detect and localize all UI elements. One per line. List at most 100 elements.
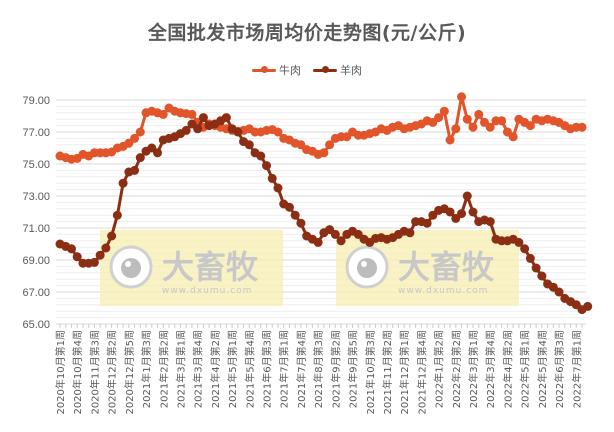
data-point (439, 106, 449, 116)
data-point (457, 92, 467, 102)
data-point (422, 218, 432, 228)
data-point (525, 253, 535, 263)
x-tick-label: 2020年10月第1周 (54, 330, 67, 415)
y-tick-label: 79.00 (22, 95, 50, 107)
y-tick-label: 65.00 (22, 319, 50, 331)
data-point (445, 135, 455, 145)
x-tick-label: 2021年3月第4周 (192, 330, 205, 408)
data-point (273, 127, 283, 137)
watermark-url: www.dxumu.com (162, 286, 252, 296)
x-tick-label: 2021年2月第2周 (157, 330, 170, 408)
x-tick-label: 2021年10月第3周 (364, 330, 377, 415)
x-tick-label: 2021年8月第3周 (312, 330, 325, 408)
y-tick-label: 77.00 (22, 127, 50, 139)
data-point (457, 209, 467, 219)
legend-line-marker-icon (252, 66, 276, 73)
data-point (66, 244, 76, 254)
data-point (525, 121, 535, 131)
y-axis: 65.00 67.00 69.00 71.00 73.00 75.00 77.00 79.00 (22, 95, 50, 331)
data-point (233, 127, 243, 137)
data-point (514, 237, 524, 247)
x-tick-label: 2022年3月第4周 (484, 330, 497, 408)
data-point (296, 218, 306, 228)
data-point (107, 231, 117, 241)
x-tick-label: 2021年12月第1周 (398, 330, 411, 415)
data-point (118, 178, 128, 188)
x-tick-label: 2021年7月第4周 (295, 330, 308, 408)
data-point (267, 173, 277, 183)
data-point (244, 140, 254, 150)
watermark-brand: 大畜牧 (162, 248, 259, 286)
data-point (520, 244, 530, 254)
data-point (187, 109, 197, 119)
data-point (158, 109, 168, 119)
x-tick-label: 2021年7月第1周 (278, 330, 291, 408)
data-point (112, 210, 122, 220)
x-tick-label: 2022年7月第1周 (570, 330, 583, 408)
x-tick-label: 2021年9月第2周 (329, 330, 342, 408)
x-axis: 2020年10月第1周 2020年10月第4周 2020年11月第3周 2020年12… (54, 324, 583, 415)
chart-title: 全国批发市场周均价走势图(元/公斤) (147, 22, 467, 44)
legend-label: 羊肉 (340, 64, 362, 77)
data-point (405, 228, 415, 238)
data-point (336, 236, 346, 246)
y-tick-label: 71.00 (22, 223, 50, 235)
x-tick-label: 2022年4月第2周 (501, 330, 514, 408)
x-tick-label: 2020年12月第5周 (123, 330, 136, 415)
data-point (72, 252, 82, 262)
data-point (135, 153, 145, 163)
data-point (485, 122, 495, 132)
x-tick-label: 2021年6月第3周 (261, 330, 274, 408)
data-point (130, 133, 140, 143)
x-tick-label: 2022年5月第1周 (519, 330, 532, 408)
data-point (451, 124, 461, 134)
legend-item-mutton[interactable]: 羊肉 (313, 62, 362, 78)
data-point (468, 122, 478, 132)
data-point (462, 191, 472, 201)
data-point (445, 207, 455, 217)
data-point (531, 263, 541, 273)
legend-label: 牛肉 (279, 64, 301, 77)
data-point (583, 301, 593, 311)
x-tick-label: 2021年5月第4周 (243, 330, 256, 408)
data-point (474, 109, 484, 119)
y-tick-label: 73.00 (22, 191, 50, 203)
data-point (537, 271, 547, 281)
legend-item-beef[interactable]: 牛肉 (252, 62, 301, 78)
data-point (468, 207, 478, 217)
data-point (130, 165, 140, 175)
x-tick-label: 2021年12月第4周 (415, 330, 428, 415)
data-point (313, 237, 323, 247)
data-point (508, 132, 518, 142)
x-tick-label: 2021年9月第5周 (347, 330, 360, 408)
x-tick-label: 2022年6月第3周 (553, 330, 566, 408)
data-point (554, 287, 564, 297)
data-point (485, 217, 495, 227)
x-tick-label: 2020年10月第4周 (71, 330, 84, 415)
y-tick-label: 67.00 (22, 287, 50, 299)
x-tick-label: 2022年3月第1周 (467, 330, 480, 408)
data-point (273, 183, 283, 193)
x-tick-label: 2020年12月第2周 (106, 330, 119, 415)
x-tick-label: 2021年3月第1周 (174, 330, 187, 408)
x-tick-label: 2022年1月第2周 (433, 330, 446, 408)
x-tick-label: 2021年4月第2周 (209, 330, 222, 408)
legend-line-marker-icon (313, 66, 337, 73)
data-point (325, 140, 335, 150)
data-point (262, 161, 272, 171)
data-point (290, 210, 300, 220)
y-tick-label: 75.00 (22, 159, 50, 171)
watermark-url: www.dxumu.com (398, 286, 488, 296)
data-point (153, 148, 163, 158)
data-point (221, 113, 231, 123)
data-point (89, 257, 99, 267)
data-point (330, 229, 340, 239)
data-point (256, 151, 266, 161)
x-tick-label: 2021年1月第3周 (140, 330, 153, 408)
data-point (462, 114, 472, 124)
data-point (135, 127, 145, 137)
data-point (198, 113, 208, 123)
